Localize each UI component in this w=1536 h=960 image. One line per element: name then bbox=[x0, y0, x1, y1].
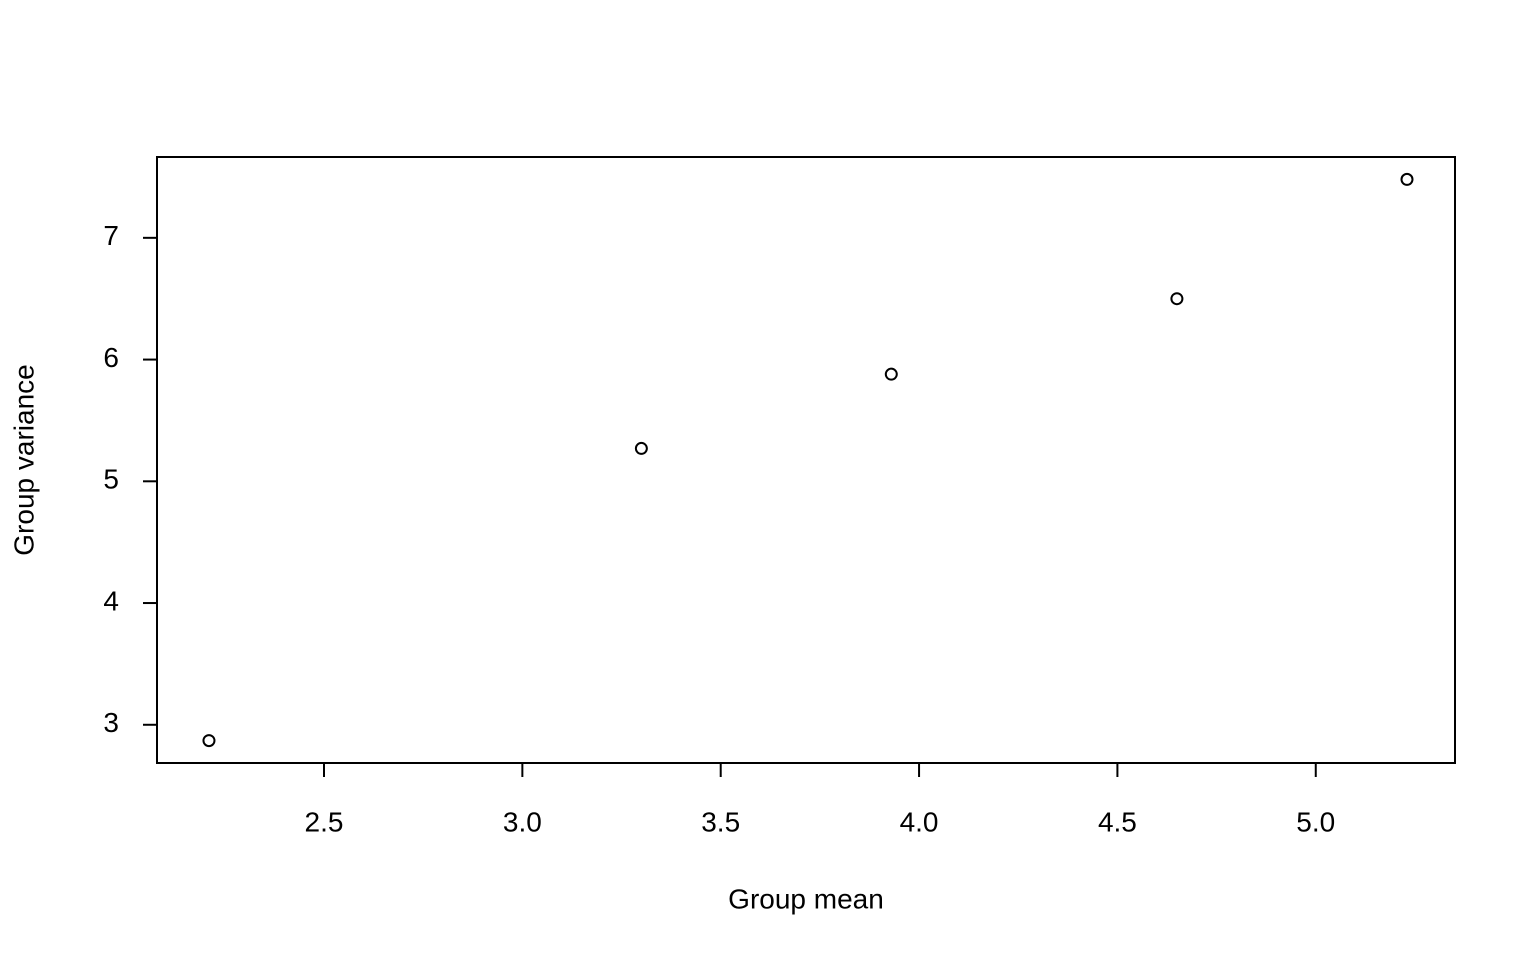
x-tick-label: 5.0 bbox=[1296, 806, 1335, 837]
point bbox=[634, 441, 648, 455]
x-tick-label: 4.5 bbox=[1098, 806, 1137, 837]
point bbox=[1400, 172, 1414, 186]
x-tick-label: 2.5 bbox=[305, 806, 344, 837]
x-axis-label: Group mean bbox=[728, 883, 884, 914]
y-tick-label: 5 bbox=[103, 464, 119, 495]
point bbox=[1170, 292, 1184, 306]
x-tick-label: 4.0 bbox=[900, 806, 939, 837]
x-tick-label: 3.5 bbox=[701, 806, 740, 837]
y-tick-label: 7 bbox=[103, 220, 119, 251]
y-tick-label: 4 bbox=[103, 585, 119, 616]
point bbox=[202, 734, 216, 748]
point bbox=[884, 367, 898, 381]
x-tick-label: 3.0 bbox=[503, 806, 542, 837]
y-tick-label: 6 bbox=[103, 342, 119, 373]
plot-frame bbox=[156, 156, 1456, 764]
y-tick-label: 3 bbox=[103, 707, 119, 738]
y-axis-label: Group variance bbox=[8, 364, 39, 555]
